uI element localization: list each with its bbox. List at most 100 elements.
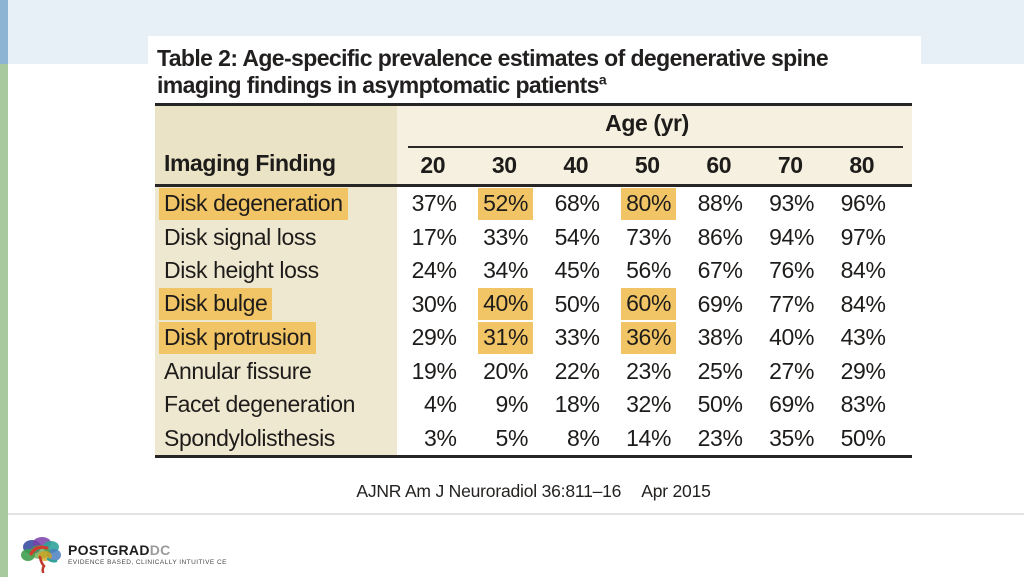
table-title-footnote-marker: a <box>598 71 607 88</box>
value: 19% <box>411 357 457 384</box>
value-cell: 69% <box>683 288 755 322</box>
value-cell: 83% <box>826 388 898 422</box>
value: 24% <box>411 257 457 284</box>
value: 88% <box>697 190 743 217</box>
value-cell: 45% <box>540 254 612 288</box>
table-title: Table 2: Age-specific prevalence estimat… <box>157 45 905 99</box>
value: 27% <box>769 357 814 384</box>
value-cell: 86% <box>683 221 755 255</box>
value: 76% <box>769 257 814 284</box>
age-column-header: 80 <box>849 152 875 178</box>
table-row: Disk signal loss 17% 33% 54% 73% 86% 94% 97% <box>155 220 912 255</box>
finding-label-cell: Disk protrusion <box>155 321 397 355</box>
value-cell: 31% <box>469 321 541 355</box>
value-highlighted: 40% <box>478 288 533 321</box>
value: 50% <box>840 424 886 451</box>
brand-primary: POSTGRAD <box>68 541 150 558</box>
value-cell: 50% <box>683 388 755 422</box>
table-body: Disk degeneration 37% 52% 68% 80% 88% 93% 96% Di… <box>155 187 912 455</box>
value-cell: 94% <box>755 221 827 255</box>
value: 33% <box>483 223 528 250</box>
value-cell: 38% <box>683 321 755 355</box>
table-title-line2: imaging findings in asymptomatic patient… <box>157 72 599 98</box>
value-cell: 97% <box>826 221 898 255</box>
value-cell: 27% <box>755 355 827 389</box>
value: 56% <box>626 257 671 284</box>
value-cell: 37% <box>397 187 469 221</box>
brand-tagline: EVIDENCE BASED, CLINICALLY INTUITIVE CE <box>68 558 227 566</box>
value: 97% <box>840 223 886 250</box>
value: 73% <box>626 223 671 250</box>
value-highlighted: 36% <box>621 321 676 354</box>
table-row: Spondylolisthesis 3% 5% 8% 14% 23% 35% 50% <box>155 421 912 456</box>
value: 32% <box>626 391 671 418</box>
table-row: Facet degeneration 4% 9% 18% 32% 50% 69% 83% <box>155 388 912 422</box>
value-cell: 84% <box>826 254 898 288</box>
value: 96% <box>840 190 886 217</box>
value-cell: 96% <box>826 187 898 221</box>
value: 43% <box>840 324 886 351</box>
value: 69% <box>697 290 743 317</box>
value-cell: 80% <box>612 187 684 221</box>
value-cell: 68% <box>540 187 612 221</box>
value-cell: 14% <box>612 422 684 456</box>
age-column-header: 60 <box>706 152 732 178</box>
value: 29% <box>411 324 457 351</box>
value-cell: 84% <box>826 288 898 322</box>
value: 33% <box>554 324 600 351</box>
value: 38% <box>697 324 743 351</box>
finding-label-cell: Disk signal loss <box>155 220 397 254</box>
value: 25% <box>697 357 743 384</box>
value-cell: 29% <box>397 321 469 355</box>
table-card: Table 2: Age-specific prevalence estimat… <box>148 36 921 512</box>
table-bottom-rule <box>155 455 912 458</box>
value: 14% <box>626 424 671 451</box>
value-cell: 88% <box>683 187 755 221</box>
value: 35% <box>769 424 814 451</box>
finding-label-highlighted: Disk protrusion <box>159 321 317 354</box>
table-row: Disk bulge 30% 40% 50% 60% 69% 77% 84% <box>155 287 912 322</box>
row-header-label: Imaging Finding <box>155 106 397 184</box>
value: 18% <box>554 391 600 418</box>
value: 67% <box>697 257 743 284</box>
finding-label-cell: Disk degeneration <box>155 187 397 221</box>
finding-label: Spondylolisthesis <box>164 424 335 451</box>
value: 54% <box>554 223 600 250</box>
finding-label: Annular fissure <box>164 357 312 384</box>
finding-label: Facet degeneration <box>164 391 355 418</box>
value: 69% <box>769 391 814 418</box>
value-cell: 73% <box>612 221 684 255</box>
left-accent-strip-green <box>0 64 8 577</box>
finding-label-cell: Annular fissure <box>155 354 397 388</box>
age-column-header: 50 <box>634 152 660 178</box>
value-cell: 50% <box>540 288 612 322</box>
value-cell: 40% <box>755 321 827 355</box>
value: 83% <box>840 391 886 418</box>
finding-label: Disk signal loss <box>164 223 317 250</box>
table-title-line1: Table 2: Age-specific prevalence estimat… <box>157 45 829 71</box>
value-cell: 34% <box>469 254 541 288</box>
value: 4% <box>424 391 457 418</box>
value-cell: 30% <box>397 288 469 322</box>
table-top-rule <box>155 103 912 106</box>
value-cell: 3% <box>397 422 469 456</box>
finding-label-highlighted: Disk bulge <box>159 288 273 321</box>
value-cell: 20% <box>469 355 541 389</box>
table-row: Disk protrusion 29% 31% 33% 36% 38% 40% 43% <box>155 321 912 355</box>
logo-text: POSTGRADDC EVIDENCE BASED, CLINICALLY IN… <box>68 543 227 566</box>
value-cell: 4% <box>397 388 469 422</box>
value-cell: 17% <box>397 221 469 255</box>
finding-label-cell: Disk height loss <box>155 254 397 288</box>
age-column-header: 30 <box>491 152 517 178</box>
value-cell: 52% <box>469 187 541 221</box>
postgraddc-logo: POSTGRADDC EVIDENCE BASED, CLINICALLY IN… <box>18 535 227 573</box>
value: 84% <box>840 257 886 284</box>
finding-label-cell: Spondylolisthesis <box>155 421 397 455</box>
value: 50% <box>554 290 600 317</box>
value-cell: 22% <box>540 355 612 389</box>
value-cell: 33% <box>540 321 612 355</box>
table-row: Annular fissure 19% 20% 22% 23% 25% 27% 29% <box>155 354 912 389</box>
value: 23% <box>626 357 671 384</box>
value: 8% <box>567 424 600 451</box>
